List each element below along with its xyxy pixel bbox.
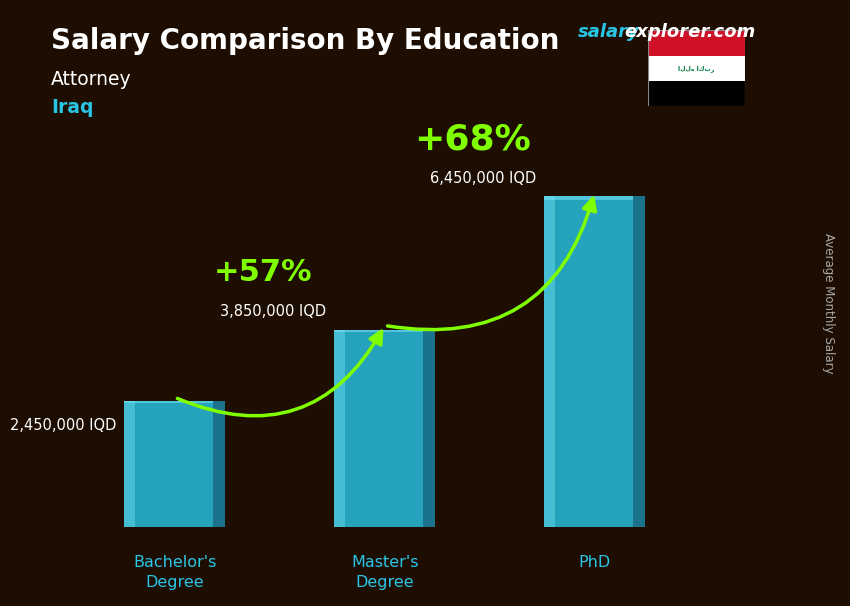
Text: الله اكبر: الله اكبر bbox=[678, 65, 715, 72]
Bar bbox=[124, 401, 135, 527]
Text: Bachelor's
Degree: Bachelor's Degree bbox=[133, 556, 217, 590]
Bar bbox=[334, 330, 422, 527]
Text: Iraq: Iraq bbox=[51, 98, 94, 117]
Text: Average Monthly Salary: Average Monthly Salary bbox=[822, 233, 836, 373]
Bar bbox=[124, 401, 212, 403]
Polygon shape bbox=[422, 330, 435, 527]
Text: explorer.com: explorer.com bbox=[625, 23, 756, 41]
Bar bbox=[544, 196, 632, 200]
Bar bbox=[544, 196, 632, 527]
Bar bbox=[334, 330, 345, 527]
Text: Master's
Degree: Master's Degree bbox=[351, 556, 418, 590]
Polygon shape bbox=[632, 196, 645, 527]
Bar bbox=[124, 401, 212, 527]
Bar bbox=[544, 196, 555, 527]
Text: 3,850,000 IQD: 3,850,000 IQD bbox=[220, 304, 326, 319]
Polygon shape bbox=[212, 401, 225, 527]
Text: 6,450,000 IQD: 6,450,000 IQD bbox=[430, 171, 536, 186]
Text: +57%: +57% bbox=[213, 258, 312, 287]
Text: 2,450,000 IQD: 2,450,000 IQD bbox=[9, 418, 116, 433]
Text: Salary Comparison By Education: Salary Comparison By Education bbox=[51, 27, 559, 55]
Bar bbox=[334, 330, 422, 332]
Bar bbox=[648, 81, 745, 106]
Bar bbox=[648, 56, 745, 81]
Text: Attorney: Attorney bbox=[51, 70, 132, 88]
Bar bbox=[648, 30, 745, 56]
Text: salary: salary bbox=[578, 23, 640, 41]
Text: +68%: +68% bbox=[415, 122, 531, 156]
Text: PhD: PhD bbox=[579, 556, 611, 570]
